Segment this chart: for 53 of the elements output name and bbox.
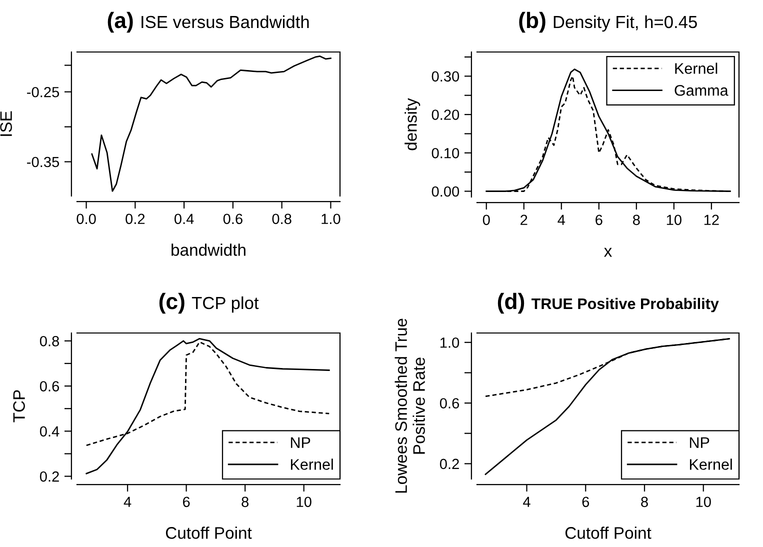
x-tick-label: 0.6 [223,214,242,224]
y-tick-label: 0.00 [432,186,460,197]
legend-label: NP [290,437,310,448]
x-tick-label: 1.0 [322,214,340,224]
x-tick-label: 4 [523,496,530,507]
x-tick-label: 0.2 [126,214,145,224]
y-axis-title: ISE [0,111,12,136]
x-tick-label: 10 [296,496,312,508]
x-axis-title: Cutoff Point [565,526,652,539]
x-tick-label: 10 [696,496,711,508]
x-tick-label: 12 [704,214,719,225]
x-tick-label: 6 [183,496,190,508]
x-tick-label: 0.4 [174,214,194,224]
y-tick-label: 0.8 [40,336,60,346]
x-tick-label: 6 [596,214,602,226]
y-tick-label: 0.2 [440,458,459,470]
x-tick-label: 6 [582,496,590,508]
y-tick-label: 0.2 [40,471,59,482]
x-axis-title: x [604,248,612,257]
legend-label: Kernel [675,62,718,74]
y-axis-title: Lowees Smoothed True Positive Rate [394,318,425,493]
x-tick-label: 8 [641,496,648,508]
x-axis-title: bandwidth [172,244,246,256]
x-tick-label: 10 [666,214,682,226]
y-tick-label: -0.25 [27,86,60,98]
x-tick-label: 8 [632,214,640,226]
x-tick-label: 0 [482,214,490,226]
y-tick-label: 0.20 [432,110,460,120]
legend-label: Kernel [690,458,732,470]
x-tick-label: 2 [520,214,528,225]
chart-title: (d) TRUE Positive Probability [498,292,719,314]
y-tick-label: 0.6 [440,398,459,408]
y-tick-label: 0.4 [40,426,60,437]
legend-label: Gamma [674,84,728,96]
chart-title: (a) ISE versus Bandwidth [108,12,309,33]
x-tick-label: 8 [242,496,249,508]
x-axis-title: Cutoff Point [166,526,252,539]
x-tick-label: 0.0 [76,214,96,224]
y-axis-title: TCP [13,390,25,422]
x-tick-label: 4 [558,214,566,225]
legend-label: Kernel [290,458,333,470]
line-series [91,56,332,192]
chart-title: (b) Density Fit, h=0.45 [519,12,697,33]
chart-title: (c) TCP plot [159,292,259,314]
y-tick-label: 0.30 [432,71,460,82]
y-tick-label: 0.6 [40,381,59,392]
x-tick-label: 0.8 [272,214,292,224]
legend-label: NP [690,437,710,448]
y-tick-label: 0.10 [432,148,460,158]
x-tick-label: 4 [124,496,132,507]
y-axis-title: density [404,98,420,150]
y-tick-label: 1.0 [440,338,460,348]
y-tick-label: -0.35 [27,156,60,168]
